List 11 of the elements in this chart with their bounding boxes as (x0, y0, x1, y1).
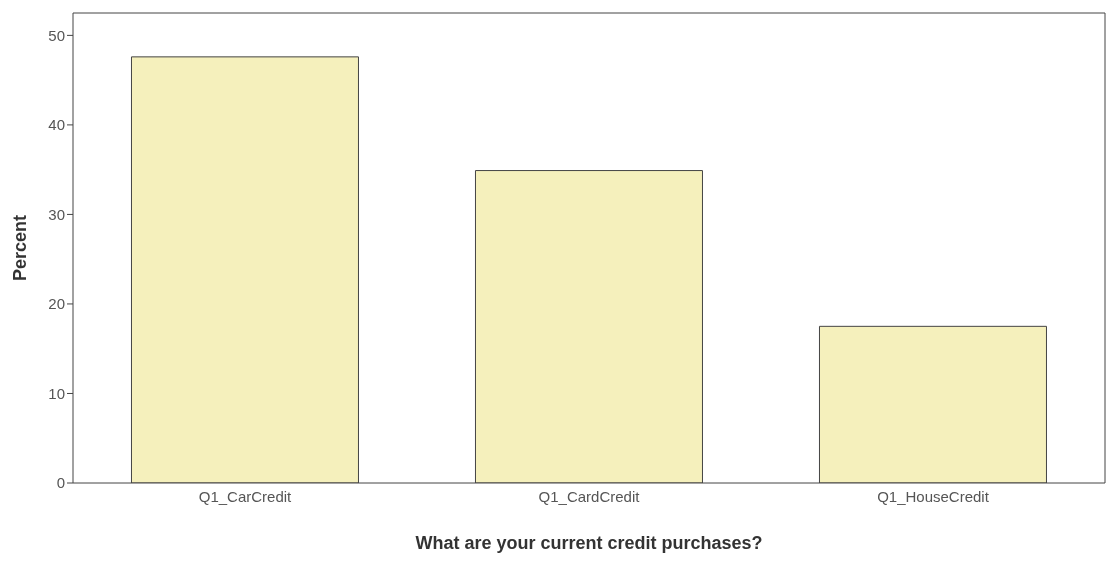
x-axis-title: What are your current credit purchases? (415, 533, 763, 553)
y-tick-label: 50 (48, 26, 65, 44)
x-tick-label: Q1_CarCredit (198, 487, 293, 505)
x-tick-label: Q1_CardCredit (538, 487, 641, 505)
y-tick-label: 10 (48, 384, 65, 402)
y-axis-title: Percent (10, 214, 31, 282)
y-tick-label: 0 (56, 474, 65, 492)
y-tick-label: 40 (48, 116, 65, 134)
x-tick-label: Q1_HouseCredit (877, 487, 990, 505)
y-tick-label: 30 (48, 205, 65, 223)
y-tick-label: 20 (48, 295, 65, 313)
